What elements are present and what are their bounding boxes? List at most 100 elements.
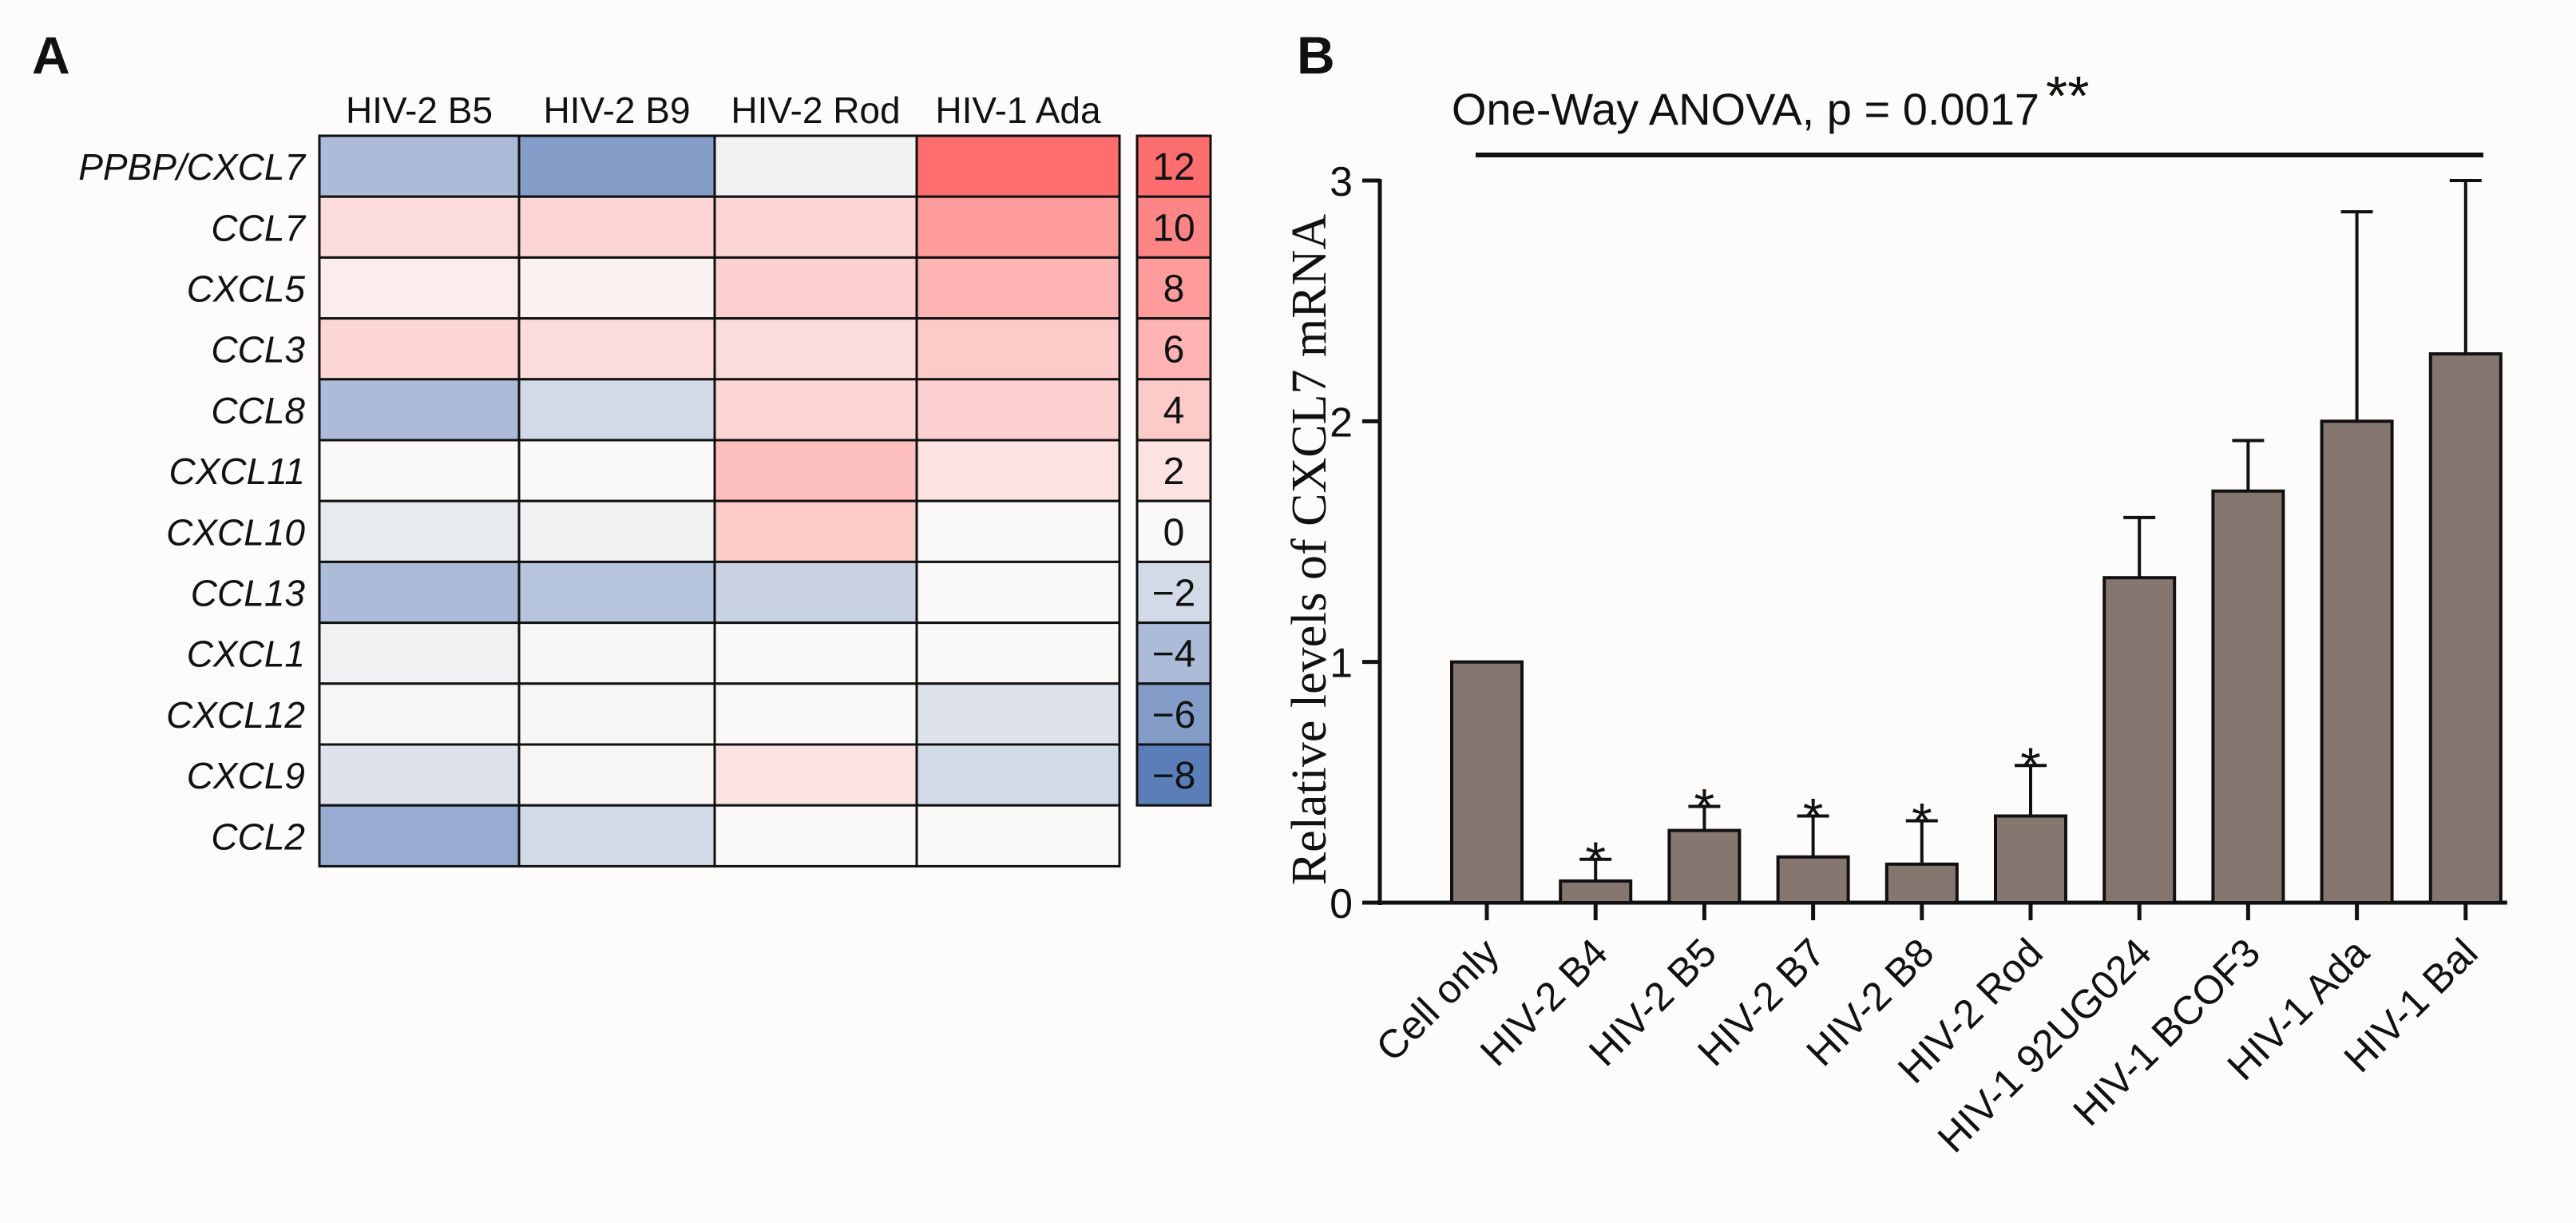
heatmap-cell: [517, 621, 716, 685]
heatmap-row-label: CXCL10: [166, 511, 305, 553]
heatmap-cell: [318, 621, 521, 685]
heatmap-cell: [318, 499, 521, 563]
heatmap-cell: [318, 560, 521, 625]
heatmap-cell: [915, 621, 1121, 685]
heatmap-cell: [318, 256, 521, 320]
heatmap-cell: [915, 195, 1121, 259]
heatmap-cell: [713, 317, 918, 381]
anova-text: One-Way ANOVA, p = 0.0017: [1452, 84, 2039, 134]
panel-a-heatmap: A HIV-2 B5 HIV-2 B9 HIV-2 Rod HIV-1 Ada PPB…: [32, 26, 1212, 868]
heatmap-cell: [915, 499, 1121, 563]
heatmap-cell: [713, 499, 918, 563]
heatmap-cell: [915, 317, 1121, 381]
heatmap-row-label: PPBP/CXCL7: [78, 146, 306, 188]
scale-label: 8: [1163, 268, 1185, 311]
heatmap-cell: [318, 804, 521, 868]
y-axis-title: Relative levels of CXCL7 mRNA: [1282, 214, 1337, 886]
heatmap-cell: [517, 195, 716, 259]
heatmap-row-label: CCL3: [211, 329, 305, 371]
bar: [1994, 814, 2067, 905]
heatmap-cell: [915, 439, 1121, 502]
heatmap-row-label: CXCL5: [187, 268, 306, 310]
heatmap-cell: [517, 134, 716, 198]
heatmap-cell: [318, 743, 521, 807]
heatmap-cell: [915, 682, 1121, 746]
scale-label: −8: [1152, 755, 1196, 797]
heatmap-cell: [915, 560, 1121, 625]
anova-stars: **: [2046, 65, 2089, 127]
scale-swatch: [1135, 134, 1212, 198]
scale-swatch: [1135, 499, 1212, 563]
heatmap-col-header: HIV-2 B9: [543, 89, 690, 131]
scale-swatch: [1135, 743, 1212, 807]
heatmap-cell: [318, 682, 521, 746]
y-tick-label: 1: [1330, 641, 1353, 687]
heatmap-row-label: CXCL11: [169, 451, 305, 492]
bar: [1884, 862, 1959, 904]
scale-swatch: [1135, 439, 1212, 502]
heatmap-cell: [713, 256, 918, 320]
bar: [2428, 351, 2503, 904]
heatmap-cell: [517, 439, 716, 502]
heatmap-cell: [713, 378, 918, 442]
scale-label: −2: [1152, 573, 1196, 615]
heatmap-cell: [713, 743, 918, 807]
significance-star: *: [1912, 792, 1932, 852]
scale-label: 4: [1163, 390, 1185, 432]
scale-swatch: [1135, 378, 1212, 442]
heatmap-row-label: CCL2: [211, 816, 305, 857]
scale-label: 12: [1152, 146, 1195, 189]
scale-swatch: [1135, 317, 1212, 381]
heatmap-cell: [517, 560, 716, 625]
heatmap-cell: [318, 378, 521, 442]
y-tick-label: 3: [1330, 159, 1353, 205]
heatmap-cell: [713, 560, 918, 625]
bar: [1667, 828, 1742, 904]
heatmap-row-label: CCL13: [191, 573, 306, 614]
scale-label: 10: [1152, 207, 1195, 249]
significance-star: *: [1694, 777, 1715, 836]
heatmap-cell: [915, 378, 1121, 442]
heatmap-column-headers: HIV-2 B5 HIV-2 B9 HIV-2 Rod HIV-1 Ada: [346, 89, 1101, 131]
heatmap-cell: [517, 743, 716, 807]
heatmap-cell: [915, 256, 1121, 320]
heatmap-row-label: CXCL1: [187, 633, 305, 675]
heatmap-col-header: HIV-2 Rod: [731, 89, 900, 131]
heatmap-cell: [517, 378, 716, 442]
scale-swatch: [1135, 560, 1212, 625]
bar: [1776, 855, 1850, 905]
significance-star: *: [2020, 737, 2041, 796]
scale-swatch: [1135, 621, 1212, 685]
heatmap-row-label: CCL8: [211, 390, 305, 431]
heatmap-cell: [318, 439, 521, 502]
scale-label: 6: [1163, 329, 1185, 371]
heatmap-cell: [915, 134, 1121, 198]
heatmap-cell: [318, 134, 521, 198]
heatmap-row-label: CCL7: [211, 207, 306, 248]
heatmap-cells: [318, 134, 1121, 868]
panel-a-label: A: [32, 26, 70, 85]
bar: [2320, 419, 2394, 904]
bar: [2211, 489, 2285, 904]
heatmap-col-header: HIV-2 B5: [346, 89, 493, 131]
heatmap-cell: [915, 804, 1121, 868]
heatmap-col-header: HIV-1 Ada: [935, 89, 1101, 131]
heatmap-cell: [318, 195, 521, 259]
heatmap-cell: [517, 499, 716, 563]
heatmap-color-scale: 12 10 8 6 4 2 0 −2 −4 −6 −8: [1135, 134, 1212, 807]
scale-swatch: [1135, 682, 1212, 746]
scale-label: −4: [1152, 633, 1196, 676]
heatmap-cell: [713, 439, 918, 502]
heatmap-cell: [915, 743, 1121, 807]
heatmap-cell: [713, 804, 918, 868]
bar: [1450, 660, 1524, 905]
scale-label: −6: [1152, 694, 1196, 737]
heatmap-cell: [318, 317, 521, 381]
y-tick-label: 2: [1330, 399, 1353, 446]
heatmap-cell: [517, 804, 716, 868]
scale-label: 2: [1163, 451, 1185, 493]
heatmap-cell: [517, 317, 716, 381]
scale-label: 0: [1163, 511, 1185, 554]
bar: [1559, 879, 1633, 905]
